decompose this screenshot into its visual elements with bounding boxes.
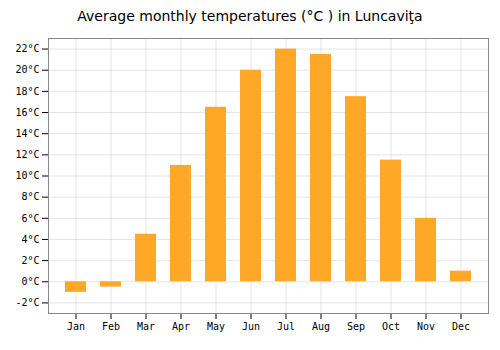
html-text:Average monthly temperatures (: Average monthly temperatures (°C ) in Lu… <box>77 8 423 24</box>
svg-text:Jan: Jan <box>67 321 85 332</box>
svg-text:20°C: 20°C <box>15 64 39 75</box>
svg-text:22°C: 22°C <box>15 43 39 54</box>
svg-text:Sep: Sep <box>347 321 365 332</box>
svg-text:0°C: 0°C <box>21 276 39 287</box>
svg-text:10°C: 10°C <box>15 170 39 181</box>
svg-text:Jun: Jun <box>242 321 260 332</box>
svg-text:12°C: 12°C <box>15 149 39 160</box>
svg-text:Feb: Feb <box>102 321 120 332</box>
svg-text:Aug: Aug <box>312 321 330 332</box>
svg-text:Jul: Jul <box>277 321 295 332</box>
svg-text:Oct: Oct <box>382 321 400 332</box>
svg-text:Dec: Dec <box>452 321 470 332</box>
svg-text:Nov: Nov <box>417 321 435 332</box>
svg-text:16°C: 16°C <box>15 107 39 118</box>
svg-text:18°C: 18°C <box>15 86 39 97</box>
svg-text:4°C: 4°C <box>21 234 39 245</box>
svg-text:May: May <box>207 321 225 332</box>
svg-text:2°C: 2°C <box>21 255 39 266</box>
svg-text:14°C: 14°C <box>15 128 39 139</box>
svg-text:8°C: 8°C <box>21 191 39 202</box>
svg-text:-2°C: -2°C <box>15 297 39 308</box>
svg-text:6°C: 6°C <box>21 213 39 224</box>
svg-text:Apr: Apr <box>172 321 190 332</box>
svg-text:Mar: Mar <box>137 321 155 332</box>
